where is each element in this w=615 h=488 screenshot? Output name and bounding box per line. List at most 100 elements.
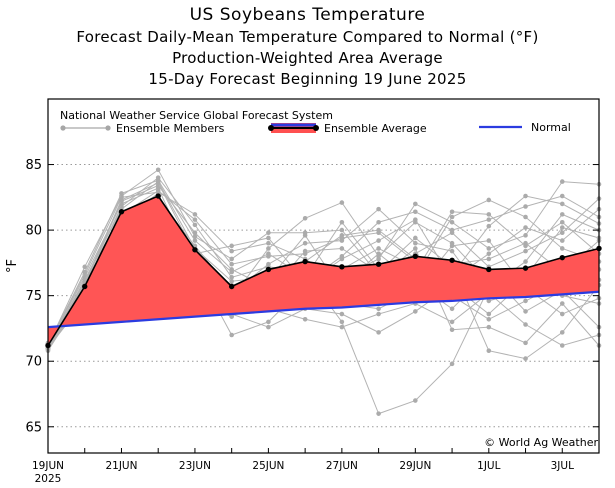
ensemble-member-point — [266, 240, 271, 246]
ensemble-member-point — [523, 204, 528, 209]
ensemble-average-point — [559, 254, 565, 261]
ensemble-member-point — [559, 201, 565, 207]
legend-item-ensemble-members: Ensemble Members — [60, 122, 225, 135]
ensemble-member-point — [449, 248, 455, 254]
ensemble-member-point — [302, 216, 308, 221]
ensemble-member-point — [413, 209, 418, 215]
ensemble-member-point — [486, 348, 492, 354]
x-tick-label: 19JUN — [32, 460, 64, 472]
x-tick-label: 23JUN — [179, 460, 211, 472]
ensemble-member-point — [413, 398, 418, 403]
ensemble-member-point — [339, 246, 345, 251]
ensemble-average-point — [486, 266, 492, 273]
ensemble-average-point — [155, 193, 161, 199]
ensemble-average-fill — [48, 196, 599, 346]
ensemble-member-point — [559, 301, 565, 306]
ensemble-member-point — [486, 298, 492, 304]
ensemble-member-point — [192, 230, 198, 236]
legend-swatch-members-dot-left — [60, 125, 66, 131]
ensemble-average-point — [302, 258, 308, 265]
ensemble-member-point — [559, 238, 565, 243]
plot-frame — [47, 98, 600, 454]
normal-line-group — [47, 290, 600, 329]
ensemble-member-point — [302, 240, 308, 246]
ensemble-member-point — [192, 217, 198, 222]
ensemble-member-point — [486, 324, 492, 330]
ensemble-member-point — [302, 251, 308, 257]
ensemble-member-point — [486, 246, 492, 251]
ensemble-member-point — [449, 227, 455, 233]
y-tick-label: 85 — [25, 158, 42, 173]
ensemble-member-line — [47, 190, 600, 346]
ensemble-member-point — [559, 179, 565, 184]
ensemble-member-point — [523, 259, 528, 264]
x-tick-label: 21JUN — [105, 460, 137, 472]
x-tick-label: 29JUN — [399, 460, 431, 472]
ensemble-member-point — [523, 240, 528, 246]
ensemble-average-line-group — [45, 193, 602, 349]
legend-swatch-average-dot-left — [268, 125, 274, 131]
ensemble-member-point — [376, 230, 381, 236]
ensemble-member-point — [155, 180, 161, 186]
ensemble-member-point — [486, 256, 492, 262]
chart-titles: US Soybeans Temperature Forecast Daily-M… — [0, 4, 615, 90]
ensemble-member-point — [559, 343, 565, 348]
ensemble-member-point — [229, 256, 234, 262]
chart-subtitle-line-3: 15-Day Forecast Beginning 19 June 2025 — [148, 70, 467, 88]
ensemble-member-point — [339, 200, 345, 205]
ensemble-member-point — [229, 248, 234, 254]
ensemble-member-point — [339, 319, 345, 325]
ensemble-member-point — [192, 222, 198, 228]
ensemble-member-point — [449, 209, 455, 215]
y-tick-label: 65 — [25, 420, 42, 435]
ensemble-member-point — [559, 212, 565, 217]
ensemble-member-point — [559, 230, 565, 236]
ensemble-member-point — [339, 219, 345, 225]
x-tick-sublabel: 2025 — [35, 473, 62, 485]
ensemble-member-point — [449, 219, 455, 225]
ensemble-member-point — [155, 188, 161, 194]
ensemble-member-point — [559, 219, 565, 225]
ensemble-member-point — [486, 251, 492, 257]
ensemble-member-point — [486, 212, 492, 217]
legend-swatch-average-dot-right — [313, 125, 319, 131]
legend-title: National Weather Service Global Forecast… — [60, 109, 333, 122]
ensemble-member-line — [47, 169, 600, 346]
ensemble-member-point — [523, 309, 528, 314]
ensemble-member-point — [339, 235, 345, 241]
ensemble-member-point — [413, 201, 418, 207]
ensemble-member-point — [523, 193, 528, 199]
ensemble-member-point — [449, 243, 455, 249]
legend-swatch-members-dot-right — [105, 125, 111, 131]
ensemble-average-point — [82, 283, 88, 290]
legend-label-average: Ensemble Average — [324, 122, 427, 135]
ensemble-member-line — [47, 180, 600, 349]
copyright: © World Ag Weather — [484, 436, 598, 449]
ensemble-member-point — [339, 227, 345, 233]
ensemble-member-point — [523, 298, 528, 304]
ensemble-member-point — [523, 214, 528, 220]
ensemble-member-point — [376, 246, 381, 251]
ensemble-member-point — [376, 219, 381, 225]
chart-title: US Soybeans Temperature — [189, 5, 426, 25]
ensemble-member-point — [229, 269, 234, 275]
ensemble-average-line — [47, 195, 600, 346]
ensemble-member-point — [559, 311, 565, 317]
ensemble-member-point — [486, 197, 492, 203]
ensemble-average-point — [192, 247, 198, 253]
ensemble-member-point — [523, 322, 528, 327]
y-tick-label: 80 — [25, 224, 42, 239]
ensemble-member-point — [376, 206, 381, 212]
ensemble-member-point — [523, 225, 528, 230]
legend-item-normal: Normal — [479, 121, 571, 134]
ensemble-average-point — [449, 257, 455, 263]
anomaly-fill — [48, 196, 599, 346]
ensemble-member-point — [559, 246, 565, 251]
ensemble-member-point — [302, 233, 308, 238]
ensemble-member-point — [449, 319, 455, 325]
ensemble-member-point — [229, 261, 234, 267]
ensemble-member-point — [119, 197, 124, 203]
ensemble-member-point — [523, 356, 528, 361]
